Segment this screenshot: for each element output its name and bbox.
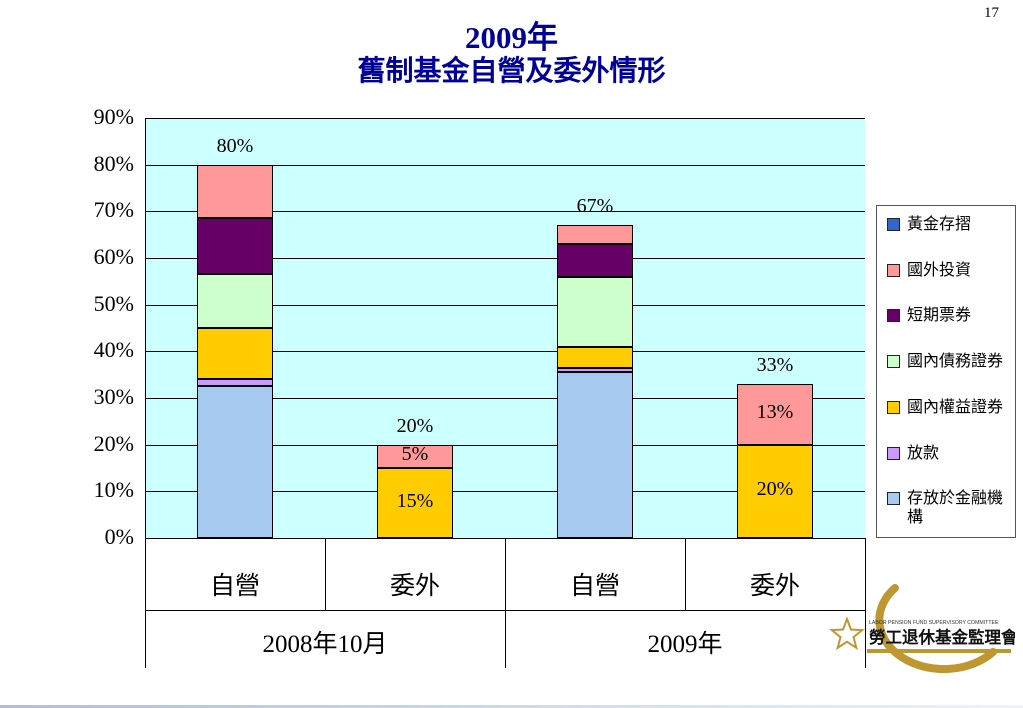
bar-segment-放款 (197, 379, 273, 387)
axis-tick-line (325, 538, 326, 610)
bar-total-label: 80% (216, 135, 254, 157)
x-category-label: 自營 (209, 573, 260, 600)
bar-segment-存放於金融機構 (557, 372, 633, 538)
gridline (145, 211, 865, 212)
y-tick-label: 20% (93, 431, 134, 456)
gridline (145, 258, 865, 259)
legend-label: 放款 (907, 444, 940, 462)
legend-swatch (887, 400, 900, 414)
bar-segment-國內權益證券 (737, 444, 813, 538)
bar-segment-國內權益證券 (197, 328, 273, 380)
legend-label: 存放於金融機構 (907, 490, 1004, 526)
gridline (145, 165, 865, 166)
legend-swatch (887, 263, 900, 277)
gridline (145, 118, 865, 119)
gridline (145, 351, 865, 352)
page-number: 17 (984, 5, 999, 21)
bar-segment-國內債務證券 (197, 274, 273, 328)
logo-swoosh (875, 584, 997, 673)
bar-total-label: 67% (576, 195, 614, 217)
axis-tick-line (865, 538, 866, 668)
legend-item: 存放於金融機構 (887, 490, 1009, 527)
legend-item: 短期票券 (887, 307, 1009, 325)
logo-caption: LABOR PENSION FUND SUPERVISORY COMMITTEE (869, 620, 999, 626)
x-group-label: 2008年10月 (262, 631, 388, 658)
legend-swatch (887, 446, 900, 460)
y-tick-label: 40% (93, 337, 134, 362)
gridline (145, 491, 865, 492)
axis-tick-line (505, 538, 506, 668)
bar-segment-放款 (557, 367, 633, 373)
bar-segment-label: 13% (756, 401, 794, 423)
y-tick-label: 10% (93, 477, 134, 502)
legend-label: 國外投資 (907, 261, 972, 279)
legend-item: 國外投資 (887, 262, 1009, 280)
logo-underline (867, 649, 1011, 653)
legend-item: 放款 (887, 445, 1009, 463)
y-tick-label: 90% (93, 104, 134, 129)
legend-swatch (887, 492, 900, 506)
bottom-divider (0, 705, 1023, 708)
legend-label: 短期票券 (907, 307, 972, 325)
legend-swatch (887, 355, 900, 369)
x-category-label: 委外 (749, 573, 800, 600)
bar-segment-label: 15% (396, 490, 434, 512)
y-tick-label: 60% (93, 244, 134, 269)
legend-label: 黃金存摺 (907, 216, 972, 233)
bar-segment-存放於金融機構 (197, 386, 273, 538)
bar-segment-國外投資 (197, 164, 273, 219)
bar-segment-國外投資 (377, 444, 453, 468)
title-line-2: 舊制基金自營及委外情形 (357, 55, 666, 87)
y-tick-label: 30% (93, 384, 134, 409)
legend-item: 國內債務證券 (887, 353, 1009, 371)
legend-item: 黃金存摺 (887, 216, 1009, 234)
bar-total-label: 20% (396, 415, 434, 437)
x-category-label: 委外 (389, 573, 440, 600)
gridline (145, 398, 865, 399)
bar-segment-國外投資 (557, 225, 633, 244)
legend-item: 國內權益證券 (887, 399, 1009, 417)
bar-segment-label: 20% (756, 478, 794, 500)
gridline (145, 305, 865, 306)
title-line-1: 2009年 (465, 20, 558, 55)
y-tick-label: 50% (93, 291, 134, 316)
bar-segment-國內債務證券 (557, 276, 633, 347)
gridline (145, 445, 865, 446)
y-tick-label: 0% (104, 524, 134, 549)
logo-name: 勞工退休基金監理會 (869, 627, 1015, 647)
legend-swatch (887, 218, 900, 231)
bar-segment-國外投資 (737, 384, 813, 445)
y-tick-label: 80% (93, 151, 134, 176)
bar-segment-label: 5% (401, 443, 429, 465)
legend-swatch (887, 309, 900, 323)
legend-label: 國內權益證券 (907, 398, 1004, 416)
legend-label: 國內債務證券 (907, 353, 1004, 371)
bar-segment-國內權益證券 (377, 468, 453, 538)
committee-logo: LABOR PENSION FUND SUPERVISORY COMMITTEE… (829, 584, 1015, 673)
y-tick-label: 70% (93, 197, 134, 222)
axis-tick-line (685, 538, 686, 610)
bar-segment-短期票券 (557, 244, 633, 277)
x-group-label: 2009年 (647, 631, 723, 658)
legend: 黃金存摺國外投資短期票券國內債務證券 國內權益證券 放款存放於金融機構 (876, 205, 1016, 538)
logo-star-icon (829, 616, 865, 651)
slide-title: 2009年 舊制基金自營及委外情形 (0, 20, 1023, 88)
x-category-label: 自營 (569, 573, 620, 600)
y-axis-line (145, 118, 146, 668)
bar-segment-短期票券 (197, 218, 273, 275)
bar-total-label: 33% (756, 354, 794, 376)
bar-segment-國內權益證券 (557, 346, 633, 368)
